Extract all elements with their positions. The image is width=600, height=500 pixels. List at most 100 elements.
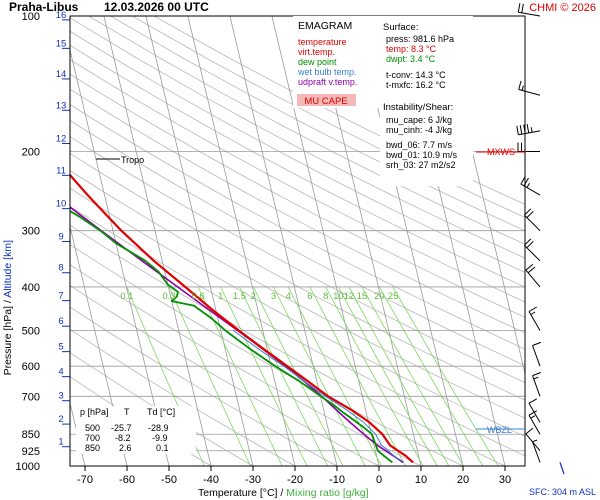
mixing-ratio-label: 2 xyxy=(251,291,256,302)
wet-bulb-line xyxy=(233,330,403,463)
wind-barb-flag xyxy=(519,125,523,135)
legend-item-updraft: udpraft v.temp. xyxy=(298,77,357,87)
wind-barb-flag xyxy=(527,266,536,274)
wind-barb-flag xyxy=(526,210,534,218)
legend-title: EMAGRAM xyxy=(298,20,352,32)
pressure-tick-label: 600 xyxy=(22,361,40,373)
wind-barb xyxy=(520,176,541,196)
wind-barb-flag xyxy=(528,398,538,404)
mixing-ratio-label: 1 xyxy=(218,291,223,302)
wind-barb xyxy=(517,3,541,17)
mixing-ratio-label: 0.1 xyxy=(120,291,133,302)
altitude-tick-label: 12 xyxy=(56,133,67,144)
altitude-tick-label: 7 xyxy=(58,291,63,302)
table-header-td: Td [°C] xyxy=(147,407,175,417)
dry-adiabat xyxy=(70,119,525,367)
altitude-tick-label: 5 xyxy=(58,342,63,353)
wind-barb-half-flag xyxy=(530,127,533,133)
credit-text: CHMI © 2026 xyxy=(529,2,596,14)
dry-adiabat xyxy=(70,170,525,419)
x-tick-label: -60 xyxy=(119,474,135,486)
station-name: Praha-Libus xyxy=(9,0,79,14)
dew-point-line xyxy=(70,209,393,464)
dry-adiabat xyxy=(132,16,525,218)
altitude-tick-label: 10 xyxy=(56,199,67,210)
mixing-ratio-label: 0.6 xyxy=(191,291,204,302)
table-header-p: p [hPa] xyxy=(80,407,109,417)
wind-barb-flag xyxy=(517,3,521,13)
x-tick-label: 30 xyxy=(499,474,511,486)
wind-barb-staff xyxy=(528,414,541,435)
levels-table-bg xyxy=(76,406,196,454)
sounding-profiles xyxy=(70,173,414,464)
wind-barb xyxy=(528,306,541,331)
wind-barb-staff xyxy=(520,183,541,196)
surface-wind-marker xyxy=(559,462,565,475)
pressure-tick-label: 300 xyxy=(22,226,40,238)
mixing-ratio-line xyxy=(220,286,308,466)
table-row-500-p: 500 xyxy=(85,423,100,433)
x-tick-label: -30 xyxy=(245,474,261,486)
axes: 0.1 0.3 0.6 1 1.5 2 3 4 6 8 10 12 15 20 25100200300400… xyxy=(16,10,526,486)
mixing-ratio-label: 20 xyxy=(374,291,385,302)
altitude-tick-label: 2 xyxy=(58,414,63,425)
tropopause-label: Tropo xyxy=(121,155,144,165)
x-tick-label: 0 xyxy=(376,474,382,486)
altitude-tick-label: 11 xyxy=(56,165,66,176)
pressure-tick-label: 925 xyxy=(22,446,40,458)
isotherm-line xyxy=(70,224,128,466)
altitude-tick-label: 8 xyxy=(58,263,63,274)
dry-adiabat xyxy=(70,152,525,401)
altitude-tick-label: 1 xyxy=(58,437,63,448)
altitude-tick-label: 6 xyxy=(58,316,63,327)
wind-barb xyxy=(524,208,541,232)
isotherm-line xyxy=(271,16,380,466)
mu-cinh-value: mu_cinh: -4 J/kg xyxy=(386,125,452,135)
pressure-tick-label: 850 xyxy=(22,429,40,441)
x-tick-label: -50 xyxy=(161,474,177,486)
legend-item-dew-point: dew point xyxy=(298,57,337,67)
mixing-ratio-label: 10 xyxy=(333,291,344,302)
wind-barb-flag xyxy=(516,125,519,135)
mixing-ratio-line xyxy=(197,286,283,466)
wind-barb xyxy=(517,142,541,152)
wbzl-label: WBZL xyxy=(487,425,512,435)
temperature-line xyxy=(70,173,414,464)
altitude-tick-label: 3 xyxy=(58,391,63,402)
table-row-700-p: 700 xyxy=(85,433,100,443)
pressure-tick-label: 1000 xyxy=(16,461,40,473)
wind-barb xyxy=(532,439,541,463)
table-row-700-td: -9.9 xyxy=(152,433,168,443)
x-tick-label: 20 xyxy=(457,474,469,486)
altitude-tick-label: 15 xyxy=(56,38,67,49)
mu-cape-badge xyxy=(297,94,356,106)
srh-03-value: srh_03: 27 m2/s2 xyxy=(386,160,456,170)
legend-item-virt-temp: virt.temp. xyxy=(298,47,335,57)
dry-adiabat xyxy=(153,16,525,205)
mixing-ratio-label: 3 xyxy=(271,291,276,302)
dry-adiabat xyxy=(70,104,525,350)
wind-barb xyxy=(516,123,541,136)
pressure-tick-label: 400 xyxy=(22,282,40,294)
isotherm-line xyxy=(145,16,254,466)
wind-barb-flag xyxy=(525,427,534,435)
mixing-ratio-label: 25 xyxy=(388,291,399,302)
x-axis-title-temperature: Temperature [°C] xyxy=(198,487,278,499)
wind-barb-half-flag xyxy=(521,85,524,91)
wind-barb-half-flag xyxy=(526,182,530,188)
y-axis-title-altitude: Altitude [km] xyxy=(2,240,14,298)
y-axis-title-pressure: Pressure [hPa] xyxy=(2,306,14,376)
dry-adiabat xyxy=(70,30,525,273)
x-tick-label: -70 xyxy=(77,474,93,486)
wind-barb-flag xyxy=(521,3,524,13)
altitude-tick-label: 14 xyxy=(56,69,67,80)
mixing-ratio-line xyxy=(338,286,438,466)
sfc-label: SFC: 304 m ASL xyxy=(529,487,596,497)
x-tick-label: -10 xyxy=(329,474,345,486)
altitude-tick-label: 4 xyxy=(58,367,63,378)
altitude-tick-label: 13 xyxy=(56,100,67,111)
x-axis-title-sep: / xyxy=(277,487,286,499)
wind-barb-flag xyxy=(532,341,542,346)
isotherm-line xyxy=(187,16,296,466)
wind-barb-flag xyxy=(528,410,538,416)
